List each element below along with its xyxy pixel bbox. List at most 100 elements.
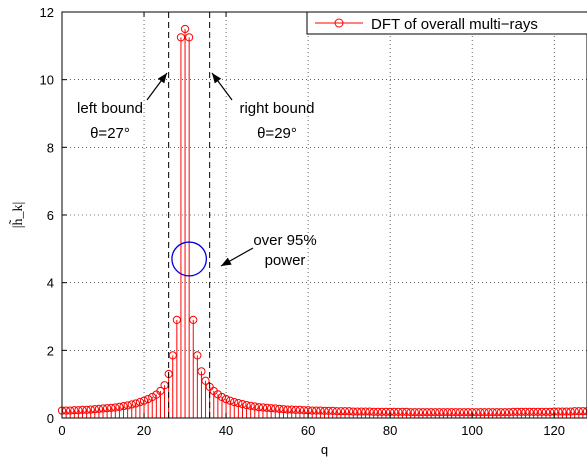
stem-marker xyxy=(349,407,358,416)
stem-marker xyxy=(410,408,419,417)
stem-marker xyxy=(517,407,526,417)
legend-entry: DFT of overall multi−rays xyxy=(371,16,538,33)
stem-marker xyxy=(574,407,583,416)
stem-marker xyxy=(258,403,268,412)
stem-marker xyxy=(480,408,489,417)
stem-marker xyxy=(144,394,153,404)
stem-marker xyxy=(353,407,362,416)
stem-marker xyxy=(295,405,304,414)
stem-marker xyxy=(357,407,366,416)
power-annotation-line2: power xyxy=(265,252,306,269)
stem-marker xyxy=(418,408,428,417)
y-tick-label: 6 xyxy=(47,208,54,223)
stem-marker xyxy=(267,404,276,413)
stem-marker xyxy=(459,408,469,417)
stem-marker xyxy=(427,408,436,417)
x-tick-label: 80 xyxy=(383,423,397,438)
stem-marker xyxy=(451,408,460,417)
stem-marker xyxy=(82,405,91,414)
stem-marker xyxy=(127,400,136,409)
stem-marker xyxy=(537,407,546,417)
y-tick-label: 12 xyxy=(40,5,54,20)
stem-marker xyxy=(312,406,321,415)
stem-marker xyxy=(340,407,350,416)
y-tick-label: 0 xyxy=(47,411,54,426)
stem-marker xyxy=(279,405,288,414)
stem-marker xyxy=(246,401,255,410)
stem-marker xyxy=(324,406,333,415)
stem-marker xyxy=(66,406,75,415)
stem-marker xyxy=(86,405,95,414)
x-tick-label: 120 xyxy=(543,423,565,438)
stem-marker xyxy=(107,403,116,412)
stem-marker xyxy=(185,33,194,42)
stem-marker xyxy=(193,351,202,360)
stem-marker xyxy=(226,396,235,405)
stem-marker xyxy=(529,407,538,417)
x-tick-label: 0 xyxy=(58,423,65,438)
stem-marker xyxy=(521,407,530,417)
stem-marker xyxy=(398,407,407,417)
stem-marker xyxy=(156,386,165,396)
stem-marker xyxy=(439,408,448,417)
stem-marker xyxy=(299,406,309,415)
stem-marker xyxy=(283,405,292,414)
stem-marker xyxy=(78,405,87,414)
stem-marker xyxy=(180,24,190,34)
axes-box xyxy=(61,11,587,419)
stem-marker xyxy=(119,402,128,411)
stem-marker xyxy=(271,404,280,413)
stem-marker xyxy=(525,407,534,417)
grid-lines xyxy=(62,12,587,418)
arrow-head xyxy=(221,257,232,266)
left-bound-label: left bound xyxy=(77,100,143,117)
stem-marker xyxy=(443,408,452,417)
stem-marker xyxy=(111,403,120,412)
stem-marker xyxy=(148,392,157,402)
stem-marker xyxy=(201,376,210,385)
stem-marker xyxy=(496,408,505,417)
y-tick-label: 8 xyxy=(47,140,54,155)
stem-marker xyxy=(414,408,423,417)
stem-marker xyxy=(455,408,464,417)
arrow-head xyxy=(212,73,222,84)
stem-marker xyxy=(463,408,473,417)
stem-markers xyxy=(57,24,587,417)
stem-marker xyxy=(172,315,181,324)
legend-box xyxy=(306,11,587,35)
stem-marker xyxy=(275,404,284,413)
stem-marker xyxy=(135,397,145,407)
stem-marker xyxy=(476,408,485,417)
stem-marker xyxy=(406,408,415,417)
stem-marker xyxy=(545,407,555,417)
stem-marker xyxy=(74,406,83,415)
stem-marker xyxy=(533,407,542,417)
stem-marker xyxy=(390,407,399,417)
stem-marker xyxy=(582,407,587,416)
stem-marker xyxy=(554,407,563,416)
stem-marker xyxy=(513,407,522,417)
stem-marker xyxy=(62,406,71,415)
stem-marker xyxy=(562,407,571,416)
stem-marker xyxy=(500,408,510,417)
legend-marker xyxy=(334,18,344,28)
stem-marker xyxy=(435,408,444,417)
stem-marker xyxy=(328,406,337,415)
stem-marker xyxy=(558,407,567,416)
right-bound-angle: θ=29° xyxy=(257,125,297,142)
x-tick-labels: 0 20 40 60 80 100 120 xyxy=(58,423,565,438)
stem-marker xyxy=(381,407,391,417)
stem-marker xyxy=(509,407,518,417)
stem-marker xyxy=(197,367,206,376)
stem-marker xyxy=(131,399,140,408)
stem-marker xyxy=(492,408,501,417)
stem-marker xyxy=(431,408,440,417)
stem-marker xyxy=(254,403,263,412)
stem-marker xyxy=(139,396,149,405)
stem-marker xyxy=(160,381,169,390)
stem-marker xyxy=(213,390,222,399)
stem-marker xyxy=(422,408,432,417)
bound-lines xyxy=(168,12,211,418)
stem-marker xyxy=(332,407,341,416)
x-axis-label: q xyxy=(321,442,328,457)
